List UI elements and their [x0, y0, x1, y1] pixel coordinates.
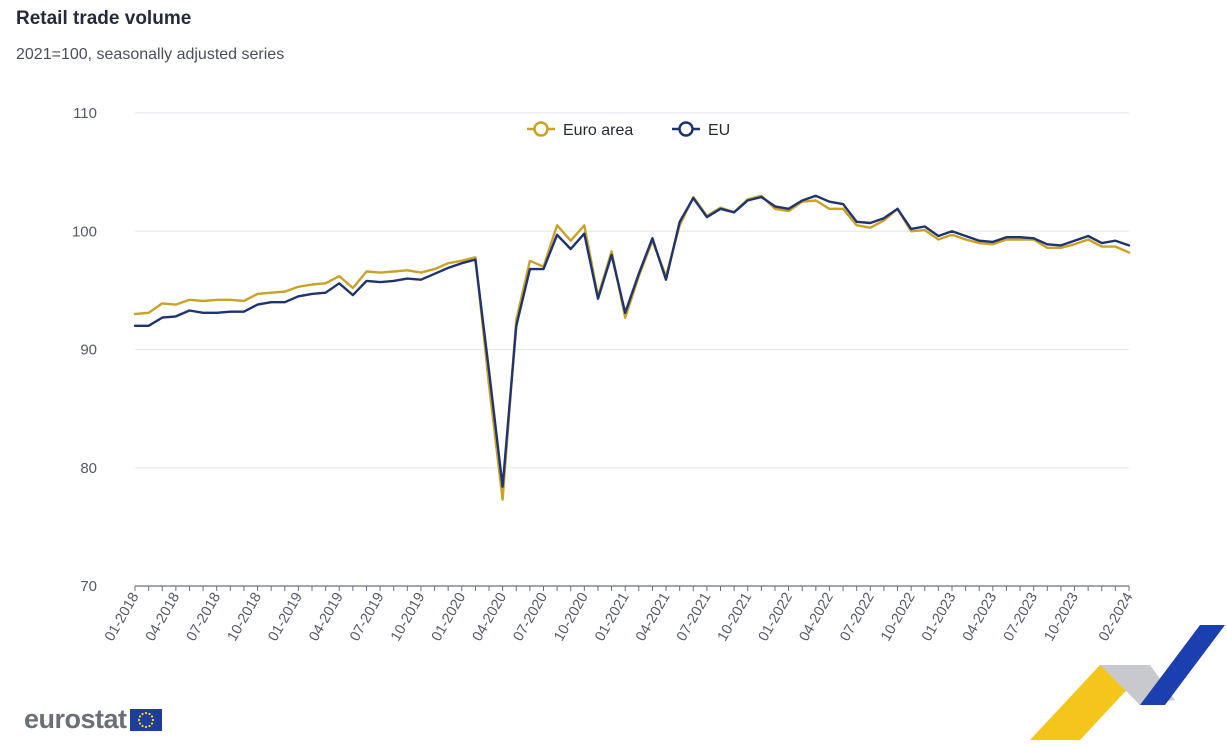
chart-title: Retail trade volume	[16, 8, 192, 29]
x-tick-label: 10-2018	[225, 590, 265, 644]
legend: Euro area EU	[527, 121, 730, 139]
y-tick-label: 90	[80, 342, 97, 359]
x-tick-label: 10-2023	[1042, 590, 1082, 644]
x-tick-label: 10-2021	[715, 590, 755, 644]
y-tick-label: 70	[80, 578, 97, 595]
x-tick-label: 10-2022	[878, 590, 918, 644]
eu-flag-icon	[129, 708, 162, 731]
y-tick-label: 80	[80, 460, 97, 477]
x-tick-label: 07-2018	[184, 590, 224, 644]
eurostat-logo: eurostat	[24, 704, 162, 735]
x-tick-label: 04-2018	[143, 590, 183, 644]
brand-chevron-graphic	[1030, 625, 1225, 740]
grid-layer	[135, 112, 1129, 469]
x-tick-label: 07-2021	[674, 590, 714, 644]
x-tick-label: 01-2022	[756, 590, 796, 644]
x-tick-label: 07-2020	[510, 590, 550, 644]
x-tick-label: 07-2023	[1001, 590, 1041, 644]
x-tick-label: 04-2021	[633, 590, 673, 644]
x-tick-label: 04-2019	[306, 590, 346, 644]
x-tick-label: 01-2019	[265, 590, 305, 644]
x-tick-label: 10-2019	[388, 590, 428, 644]
y-tick-label: 110	[73, 105, 97, 122]
legend-label-eu: EU	[708, 122, 730, 139]
chevron-blue-shape	[1140, 625, 1225, 705]
x-tick-label: 01-2018	[102, 590, 142, 644]
x-tick-label: 04-2020	[470, 590, 510, 644]
logo-text: eurostat	[24, 704, 127, 734]
series-layer	[133, 194, 1131, 501]
x-tick-label: 01-2020	[429, 590, 469, 644]
legend-marker-eu	[678, 121, 694, 137]
x-tick-label: 04-2023	[960, 590, 1000, 644]
x-tick-label: 01-2021	[592, 590, 632, 644]
x-tick-label: 07-2022	[837, 590, 877, 644]
legend-item-euro-area[interactable]: Euro area	[527, 121, 633, 139]
legend-marker-euro-area	[533, 121, 549, 137]
x-tick-label: 07-2019	[347, 590, 387, 644]
chart-subtitle: 2021=100, seasonally adjusted series	[16, 46, 285, 63]
x-tick-label: 02-2024	[1096, 590, 1136, 644]
x-tick-label: 01-2023	[919, 590, 959, 644]
y-tick-label: 100	[72, 223, 97, 240]
axis-layer: 70 80 90 100 110 01-2018 04-2018 07-2018 10-2018…	[72, 105, 1136, 644]
x-tick-label: 10-2020	[551, 590, 591, 644]
series-line-eu[interactable]	[133, 194, 1131, 488]
legend-label-euro-area: Euro area	[563, 122, 633, 139]
x-tick-label: 04-2022	[796, 590, 836, 644]
legend-item-eu[interactable]: EU	[672, 121, 730, 139]
